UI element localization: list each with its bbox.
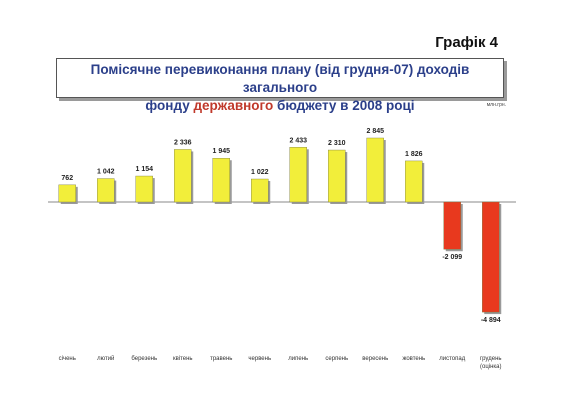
value-label-4: 1 945 [212, 148, 230, 155]
bar-8 [366, 137, 384, 203]
value-label-11: -4 894 [481, 317, 501, 324]
value-label-10: -2 099 [442, 254, 462, 261]
value-label-8: 2 845 [366, 128, 384, 135]
value-label-1: 1 042 [97, 169, 115, 176]
category-label-1: лютий [97, 355, 114, 362]
category-label-3: квітень [173, 356, 193, 362]
value-label-0: 762 [61, 175, 73, 182]
category-label-8: вересень [362, 356, 388, 362]
category-label-11: грудень [480, 356, 502, 362]
category-label-4: травень [210, 356, 232, 362]
value-label-6: 2 433 [289, 137, 307, 144]
bar-0 [58, 184, 76, 203]
chart-title-line2-end: бюджету в 2008 році [273, 98, 415, 113]
category-label-6: липень [288, 356, 308, 362]
unit-label: млн.грн. [486, 102, 506, 108]
value-label-7: 2 310 [328, 140, 346, 147]
category-label-5: червень [248, 356, 271, 362]
bar-4 [212, 158, 230, 203]
category-label-0: січень [59, 356, 76, 362]
bar-11 [482, 201, 500, 313]
bar-2 [135, 175, 153, 203]
chart-title-line2-start: фонду [145, 98, 194, 113]
chart-number-label: Графік 4 [435, 34, 498, 51]
bar-6 [289, 147, 307, 203]
value-label-5: 1 022 [251, 169, 269, 176]
bar-7 [328, 149, 346, 203]
bar-5 [251, 178, 269, 203]
category-label-9: жовтень [402, 356, 425, 362]
category-label-10: листопад [439, 356, 465, 362]
bar-3 [174, 149, 192, 203]
bar-1 [97, 178, 115, 203]
chart-title-line1: Помісячне перевиконання плану (від грудн… [90, 62, 470, 95]
chart-title-box: Помісячне перевиконання плану (від грудн… [56, 58, 504, 113]
category-label-2: березень [131, 356, 157, 362]
bar-10 [443, 201, 461, 250]
bar-9 [405, 160, 423, 203]
value-label-3: 2 336 [174, 139, 192, 146]
value-label-9: 1 826 [405, 151, 423, 158]
category-note-11: (оцінка) [480, 364, 502, 370]
chart-title-line2: фонду державного бюджету в 2008 році [57, 97, 503, 115]
category-label-7: серпень [325, 356, 348, 362]
value-label-2: 1 154 [135, 166, 153, 173]
chart-title-line2-highlight: державного [193, 98, 274, 113]
